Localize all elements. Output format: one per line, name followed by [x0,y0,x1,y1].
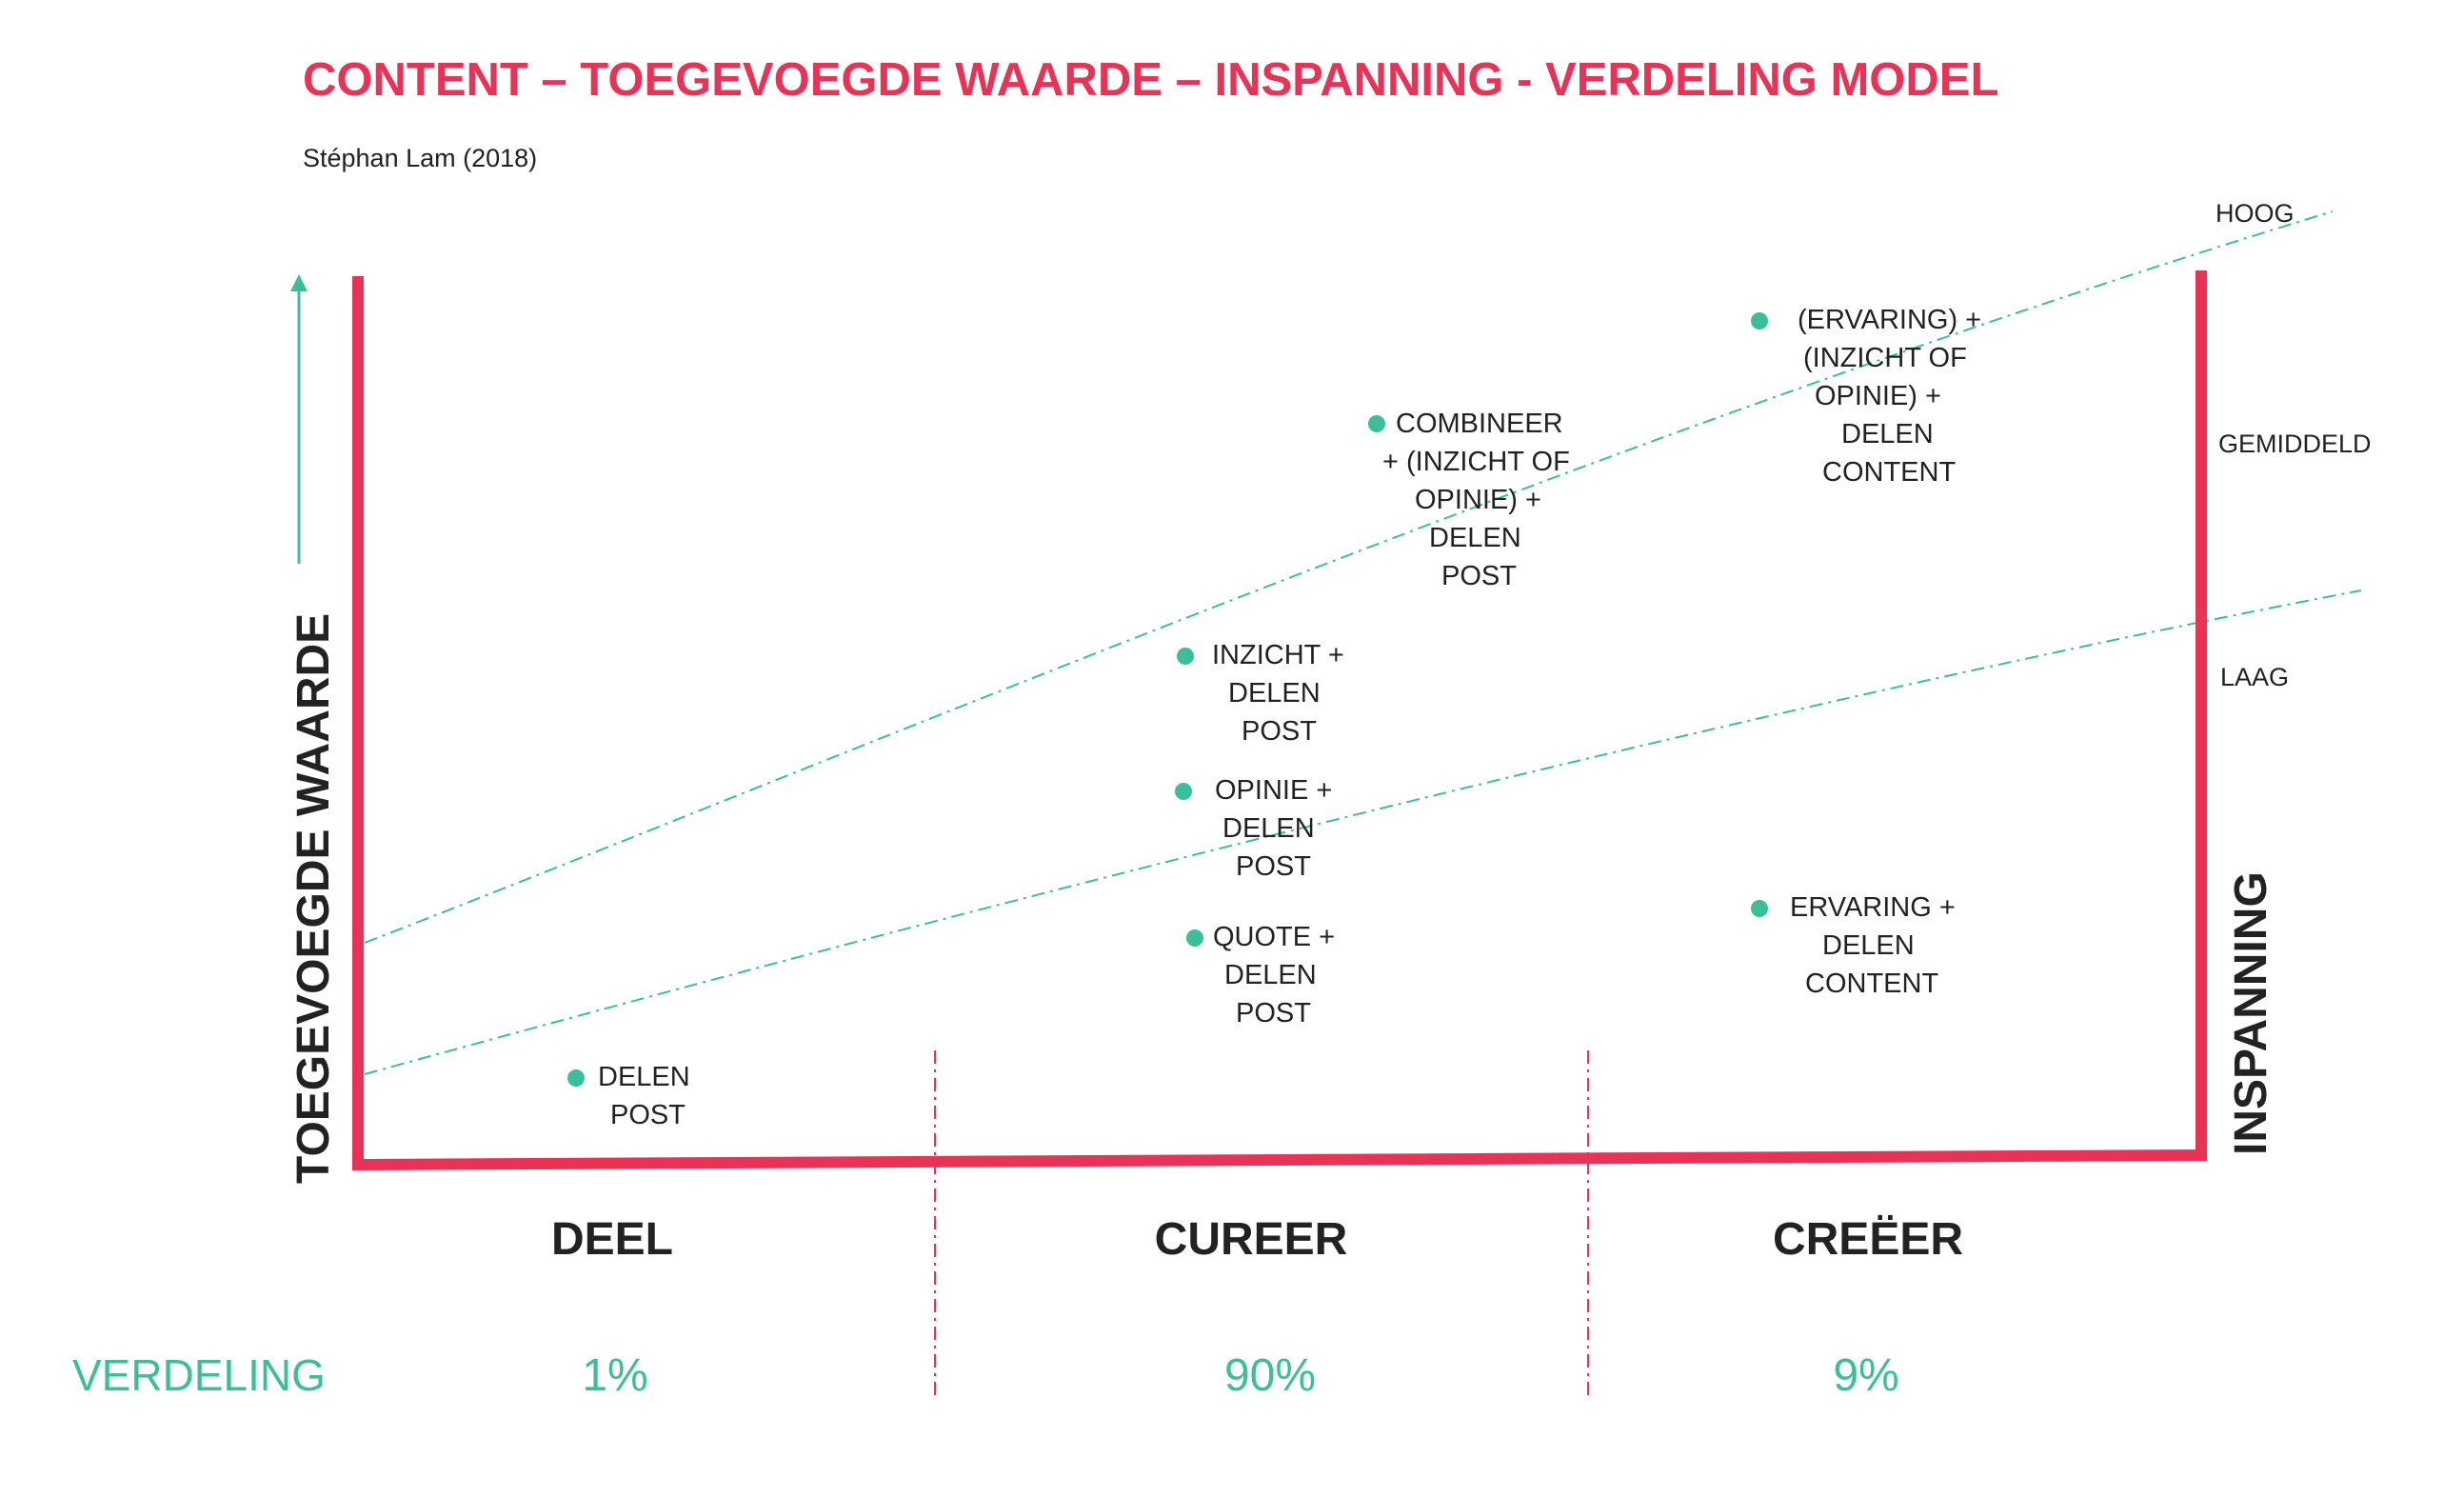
item-line: OPINIE) + [1415,485,1541,515]
item-line: DELEN [1822,930,1915,961]
item-ervaring: ERVARING + DELEN CONTENT [1751,892,1956,999]
item-line: DELEN [1224,960,1317,990]
level-medium: GEMIDDELD [2218,429,2372,458]
level-high: HOOG [2216,199,2295,228]
value-arrow-icon [290,274,308,564]
item-ervaring-combo: (ERVARING) + (INZICHT OF OPINIE) + DELEN… [1751,305,1981,488]
item-delen-post: DELEN POST [567,1062,690,1130]
column-creeer: CREËER [1773,1214,1963,1265]
diagram-title: CONTENT – TOEGEVOEGDE WAARDE – INSPANNIN… [303,54,1998,106]
item-line: POST [610,1100,686,1130]
item-line: COMBINEER [1396,409,1563,439]
lower-trend-line [364,589,2362,1075]
column-deel: DEEL [551,1214,673,1265]
item-inzicht: INZICHT + DELEN POST [1177,640,1344,747]
item-line: (INZICHT OF [1803,343,1967,373]
item-line: ERVARING + [1790,892,1956,923]
item-line: + (INZICHT OF [1382,447,1570,477]
item-marker [1751,312,1768,330]
item-opinie: OPINIE + DELEN POST [1175,775,1332,882]
item-line: POST [1242,716,1317,747]
item-marker [1186,929,1203,947]
item-line: CONTENT [1822,457,1956,488]
item-line: DELEN [1222,813,1315,844]
item-combineer: COMBINEER + (INZICHT OF OPINIE) + DELEN … [1368,409,1570,591]
item-marker [1368,415,1385,432]
column-cureer: CUREER [1155,1214,1348,1265]
item-quote: QUOTE + DELEN POST [1186,922,1335,1029]
item-line: POST [1441,561,1517,591]
distribution-cureer: 90% [1224,1350,1316,1401]
item-line: CONTENT [1805,969,1938,999]
item-line: OPINIE + [1215,775,1332,806]
item-line: DELEN [1841,419,1934,449]
diagram-subtitle: Stéphan Lam (2018) [303,144,537,172]
item-line: POST [1236,851,1311,882]
item-marker [1751,900,1768,917]
distribution-deel: 1% [582,1350,647,1401]
item-line: QUOTE + [1213,922,1335,952]
bottom-axis [351,1149,2208,1170]
item-line: DELEN [598,1062,690,1092]
item-marker [567,1069,585,1087]
level-low: LAAG [2220,663,2289,691]
item-line: POST [1236,998,1311,1029]
item-marker [1175,783,1192,800]
item-line: OPINIE) + [1815,381,1941,411]
item-line: INZICHT + [1212,640,1344,670]
y2-axis-label: INSPANNING [2226,871,2276,1155]
item-line: (ERVARING) + [1798,305,1981,335]
item-line: DELEN [1228,678,1321,709]
upper-trend-line [364,210,2334,944]
distribution-label: VERDELING [72,1350,326,1400]
y-axis-label: TOEGEVOEGDE WAARDE [288,613,339,1184]
item-line: DELEN [1429,523,1521,553]
item-marker [1177,648,1194,665]
distribution-creeer: 9% [1833,1350,1898,1401]
